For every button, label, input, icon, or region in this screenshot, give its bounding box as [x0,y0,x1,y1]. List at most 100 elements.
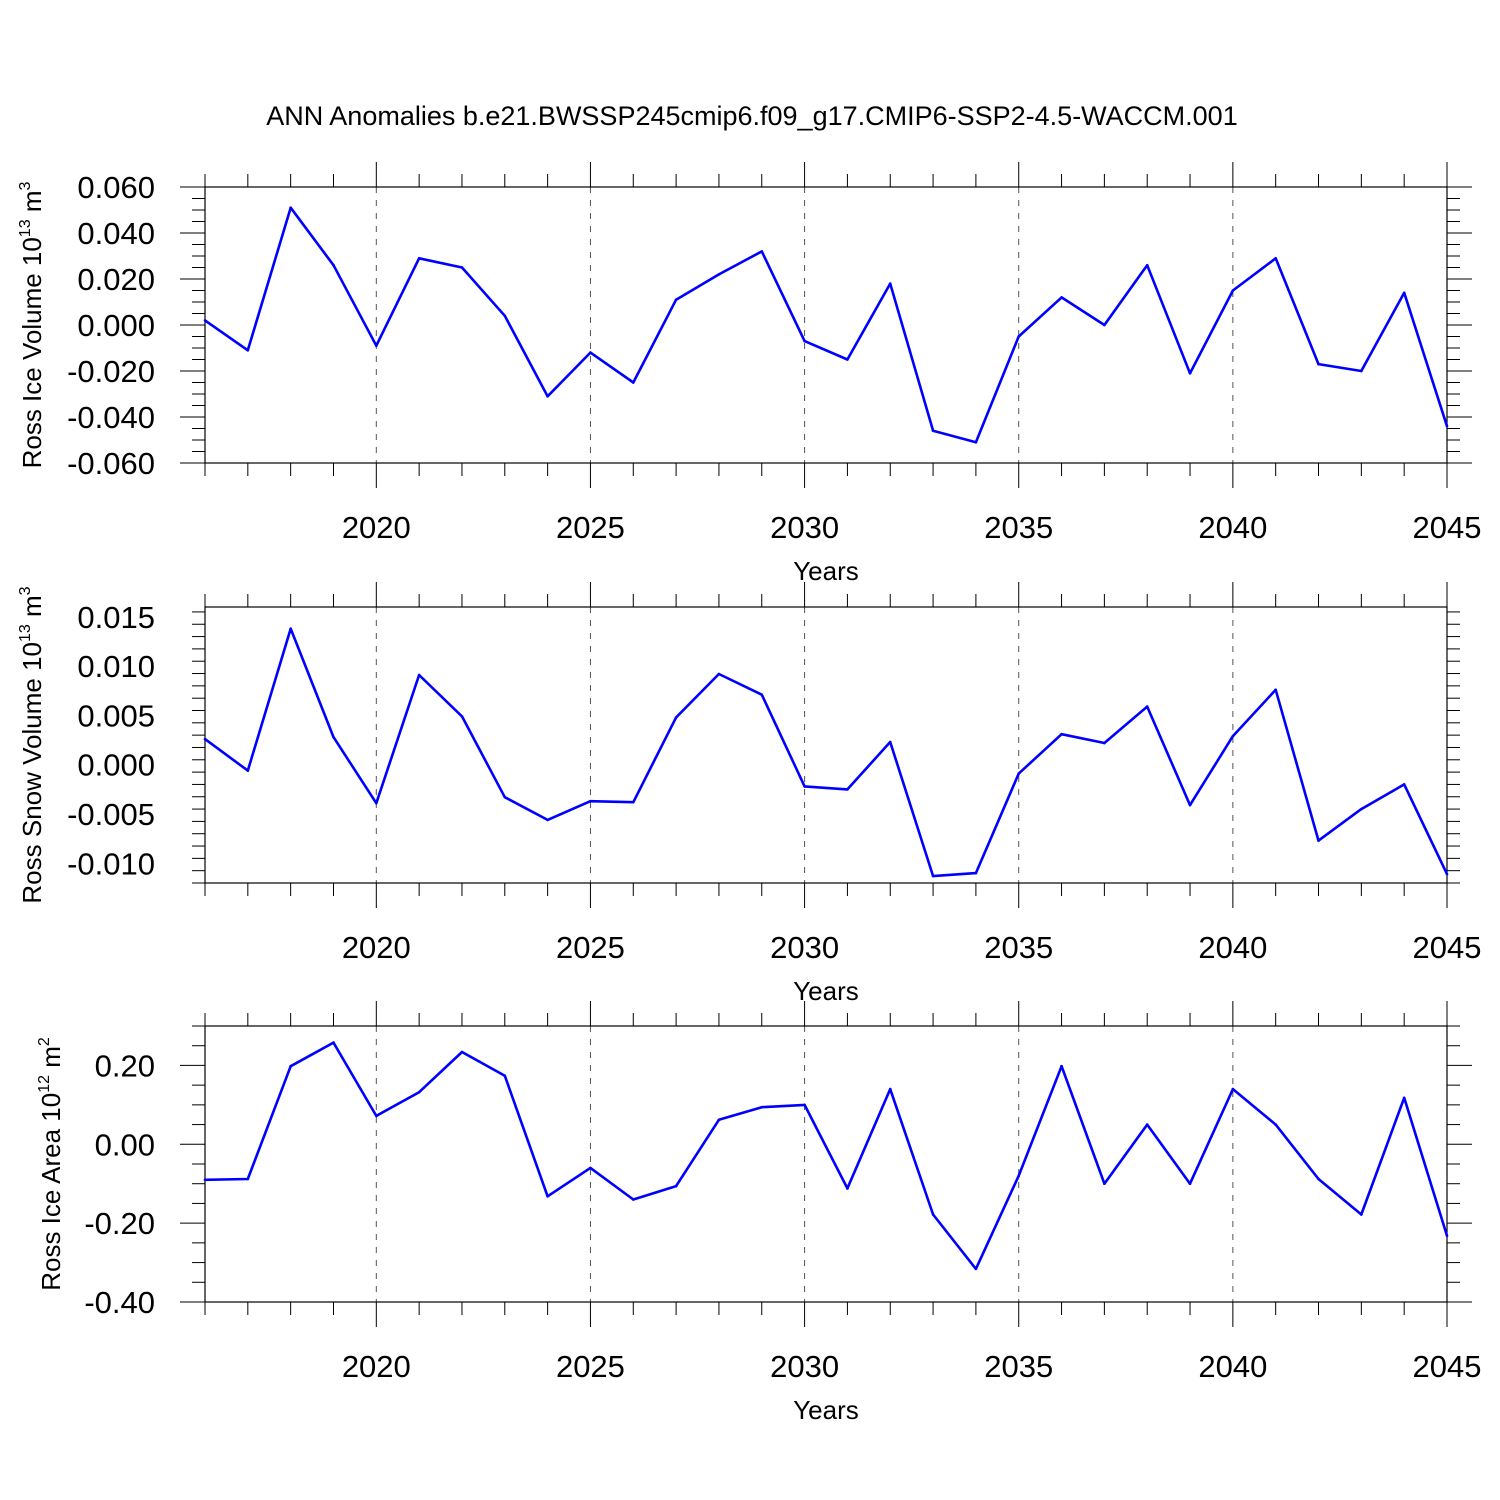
y-tick-label: -0.20 [84,1206,155,1241]
x-tick-label: 2030 [770,510,839,545]
data-point [1145,705,1149,708]
data-point [417,257,421,260]
x-tick-label: 2040 [1198,930,1267,965]
y-tick-label: 0.060 [77,170,155,205]
data-point [760,693,764,697]
data-point [417,673,421,677]
data-point [888,740,892,744]
x-tick-label: 2040 [1198,510,1267,545]
data-point [203,1178,207,1182]
data-point [1188,803,1192,807]
x-tick-label: 2020 [342,930,411,965]
x-tick-label: 2045 [1413,930,1482,965]
data-point [289,1064,292,1068]
data-point [460,715,464,718]
panel-ice-area: -0.40 -0.20 0.00 0.20 2020 2025 2030 2035 2040 20… [36,1001,1481,1425]
x-tick-label: 2025 [556,930,625,965]
data-point [289,206,292,209]
data-point [546,395,549,398]
x-tick-label: 2045 [1413,510,1482,545]
y-tick-label: 0.000 [77,748,155,783]
data-point [1231,289,1235,292]
data-point [1445,424,1449,428]
y-axis-label-unit: m [36,1046,66,1075]
y-tick-label: 0.00 [95,1127,155,1162]
data-point [1360,807,1363,811]
data-point [503,795,507,799]
y-axis-label-unit-power: 3 [17,586,34,595]
y-axis-label-unit: m [17,190,47,219]
y-axis-label: Ross Snow Volume 1013 m3 [17,586,47,903]
series-line-ice-area [204,1041,1449,1271]
data-point [460,1050,464,1054]
data-point [375,344,378,348]
data-point [803,1103,806,1107]
x-axis-label: Years [793,556,859,586]
data-point [1360,1213,1363,1216]
data-point [546,1195,549,1198]
data-point [332,263,335,267]
y-tick-label: 0.010 [77,649,155,684]
data-point [1274,688,1277,692]
data-point [931,1213,935,1216]
data-point [375,801,378,805]
data-point [931,429,935,433]
data-point [246,769,250,772]
data-point [1402,291,1406,295]
data-point [674,716,678,719]
data-point [1060,296,1063,299]
data-point [1402,783,1406,786]
data-point [589,351,592,354]
x-tick-label: 2020 [342,510,411,545]
y-axis-label: Ross Ice Area 1012 m2 [36,1037,66,1291]
y-axis-label-exponent: 12 [36,1075,53,1093]
data-point [1145,1123,1149,1126]
y-tick-label: -0.010 [67,846,155,881]
data-point [631,381,635,384]
data-point [203,319,207,322]
data-point [974,441,978,444]
data-point [460,266,464,269]
y-axis-label-unit-power: 2 [36,1037,53,1046]
data-point [803,785,806,788]
x-tick-label: 2025 [556,510,625,545]
plot-frame [204,186,1448,464]
y-tick-label: 0.020 [77,262,155,297]
data-point [674,298,678,302]
data-point [631,1198,635,1201]
series-line-snow-volume [204,627,1449,878]
data-point [246,1177,250,1181]
data-point [846,358,849,361]
y-tick-label: -0.020 [67,354,155,389]
y-tick-label: -0.040 [67,400,155,435]
y-axis-label-unit: m [17,595,47,624]
panel-snow-volume: -0.010 -0.005 0.000 0.005 0.010 0.015 2020 2025… [17,582,1481,1006]
data-point [1017,335,1021,338]
x-tick-label: 2040 [1198,1349,1267,1384]
data-point [846,788,849,791]
data-point [674,1184,678,1188]
data-point [1445,1234,1449,1238]
data-point [1445,872,1449,876]
data-point [503,314,507,318]
series-line-ice-volume [204,206,1449,444]
x-tick-label: 2045 [1413,1349,1482,1384]
data-point [1231,734,1235,738]
y-tick-label: -0.005 [67,797,155,832]
data-point [760,250,764,253]
x-tick-label: 2025 [556,1349,625,1384]
data-point [589,1166,592,1170]
x-tick-label: 2030 [770,1349,839,1384]
data-point [332,735,335,739]
data-point [888,282,892,285]
data-point [503,1074,507,1077]
data-point [1060,1064,1063,1068]
y-tick-label: 0.20 [95,1048,155,1083]
y-axis-label-text: Ross Ice Area 10 [36,1093,66,1291]
data-point [289,627,292,630]
x-tick-label: 2035 [984,510,1053,545]
y-tick-label: -0.060 [67,446,155,481]
data-point [589,799,592,803]
data-point [1188,1182,1192,1186]
data-point [375,1114,378,1118]
